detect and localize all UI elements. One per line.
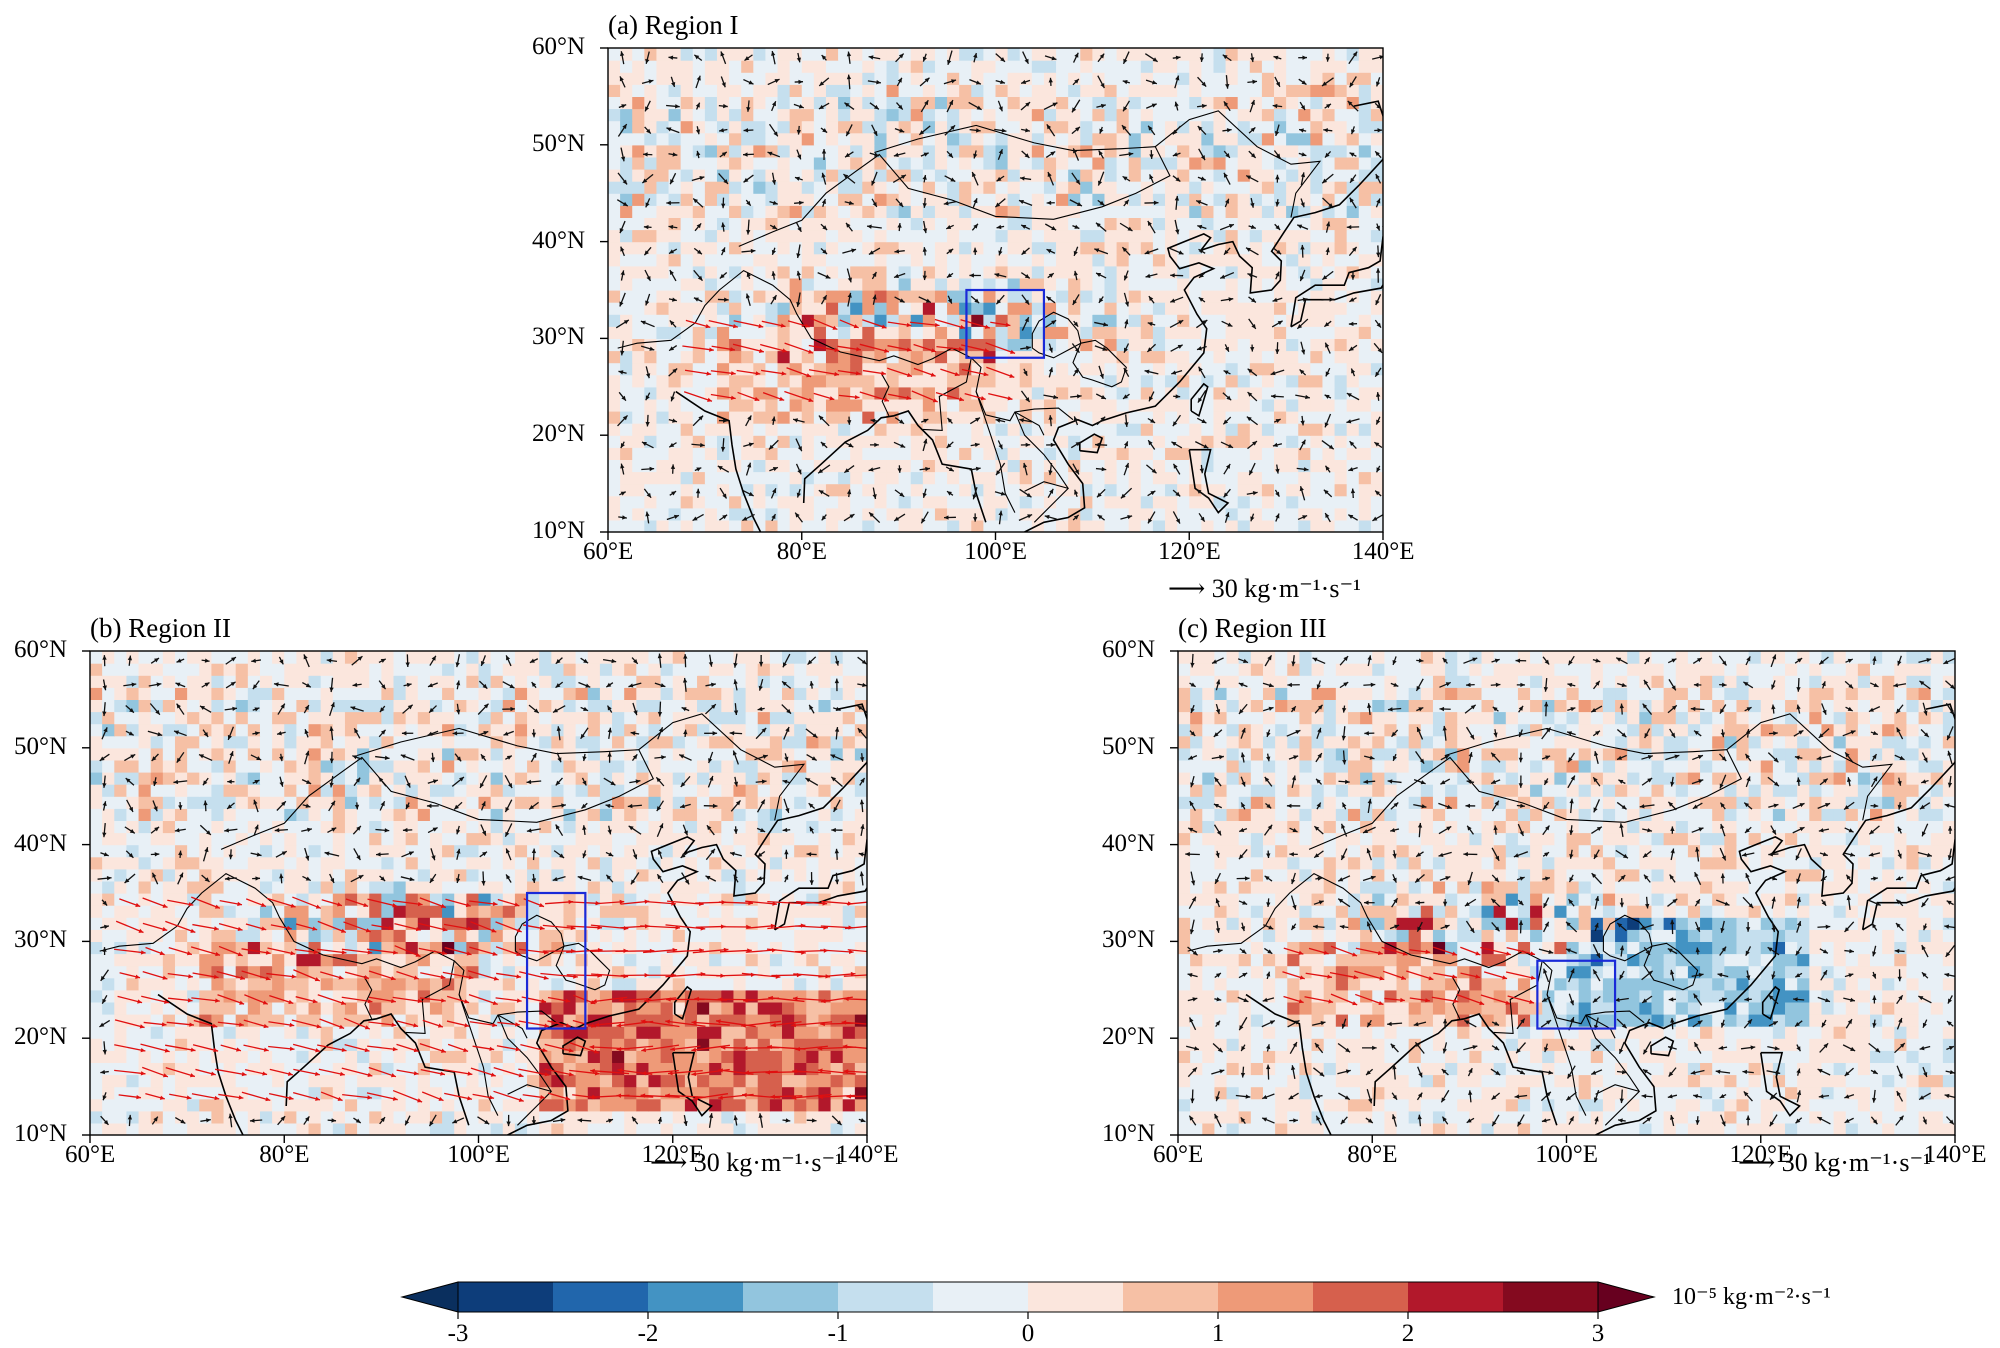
- colorbar-tick-label: 2: [1402, 1320, 1415, 1348]
- reference-vector-a: ⟶ 30 kg·m⁻¹·s⁻¹: [1168, 574, 1361, 604]
- colorbar-segment: [1503, 1282, 1599, 1312]
- lat-tick-label: 10°N: [532, 517, 585, 545]
- lat-tick-label: 30°N: [14, 926, 67, 954]
- lon-tick-label: 60°E: [1153, 1141, 1203, 1169]
- panel-title-a: (a) Region I: [608, 10, 738, 41]
- panel-title-b: (b) Region II: [90, 613, 231, 644]
- colorbar-segment: [1028, 1282, 1124, 1312]
- colorbar-tick-label: 3: [1592, 1320, 1605, 1348]
- colorbar-tick-label: 0: [1022, 1320, 1035, 1348]
- colorbar-segment: [1408, 1282, 1504, 1312]
- colorbar-under-arrow: [402, 1282, 458, 1312]
- reference-vector-label: 30 kg·m⁻¹·s⁻¹: [1782, 1148, 1931, 1177]
- lat-tick-label: 60°N: [1102, 636, 1155, 664]
- colorbar-segment: [553, 1282, 649, 1312]
- lon-tick-label: 100°E: [964, 538, 1027, 566]
- lon-tick-label: 140°E: [836, 1141, 899, 1169]
- lat-tick-label: 10°N: [14, 1120, 67, 1148]
- lat-tick-label: 30°N: [532, 323, 585, 351]
- colorbar-tick-label: -2: [638, 1320, 659, 1348]
- lon-tick-label: 60°E: [583, 538, 633, 566]
- lon-tick-label: 80°E: [777, 538, 827, 566]
- lat-tick-label: 50°N: [14, 733, 67, 761]
- colorbar-tick-label: -1: [828, 1320, 849, 1348]
- lon-tick-label: 140°E: [1924, 1141, 1987, 1169]
- reference-vector-label: 30 kg·m⁻¹·s⁻¹: [1212, 574, 1361, 603]
- lat-tick-label: 50°N: [532, 130, 585, 158]
- lon-tick-label: 80°E: [259, 1141, 309, 1169]
- colorbar-tick-label: -3: [448, 1320, 469, 1348]
- lat-tick-label: 20°N: [1102, 1023, 1155, 1051]
- map-panel-region-i: [600, 48, 1436, 549]
- lat-tick-label: 20°N: [532, 420, 585, 448]
- lat-tick-label: 60°N: [14, 636, 67, 664]
- colorbar-segment: [743, 1282, 839, 1312]
- lon-tick-label: 120°E: [1158, 538, 1221, 566]
- colorbar-tick-label: 1: [1212, 1320, 1225, 1348]
- lon-tick-label: 120°E: [642, 1141, 705, 1169]
- lat-tick-label: 60°N: [532, 33, 585, 61]
- colorbar-unit: 10⁻⁵ kg·m⁻²·s⁻¹: [1672, 1282, 1831, 1311]
- lat-tick-label: 30°N: [1102, 926, 1155, 954]
- lat-tick-label: 50°N: [1102, 733, 1155, 761]
- colorbar-segment: [933, 1282, 1029, 1312]
- colorbar-segment: [1313, 1282, 1409, 1312]
- colorbar-segment: [648, 1282, 744, 1312]
- colorbar-segment: [1218, 1282, 1314, 1312]
- reference-arrow-icon: ⟶: [1168, 574, 1205, 603]
- colorbar-segment: [838, 1282, 934, 1312]
- colorbar-segment: [458, 1282, 554, 1312]
- colorbar: [402, 1282, 1654, 1319]
- lat-tick-label: 40°N: [1102, 830, 1155, 858]
- colorbar-over-arrow: [1598, 1282, 1654, 1312]
- map-panel-region-ii: [82, 651, 920, 1152]
- map-panel-region-iii: [1170, 651, 2000, 1152]
- lat-tick-label: 10°N: [1102, 1120, 1155, 1148]
- lon-tick-label: 100°E: [1535, 1141, 1598, 1169]
- panel-title-c: (c) Region III: [1178, 613, 1326, 644]
- lon-tick-label: 60°E: [65, 1141, 115, 1169]
- lon-tick-label: 120°E: [1730, 1141, 1793, 1169]
- lon-tick-label: 100°E: [447, 1141, 510, 1169]
- lat-tick-label: 40°N: [14, 830, 67, 858]
- lat-tick-label: 20°N: [14, 1023, 67, 1051]
- lat-tick-label: 40°N: [532, 227, 585, 255]
- lon-tick-label: 80°E: [1347, 1141, 1397, 1169]
- lon-tick-label: 140°E: [1352, 538, 1415, 566]
- reference-vector-label: 30 kg·m⁻¹·s⁻¹: [694, 1148, 843, 1177]
- colorbar-segment: [1123, 1282, 1219, 1312]
